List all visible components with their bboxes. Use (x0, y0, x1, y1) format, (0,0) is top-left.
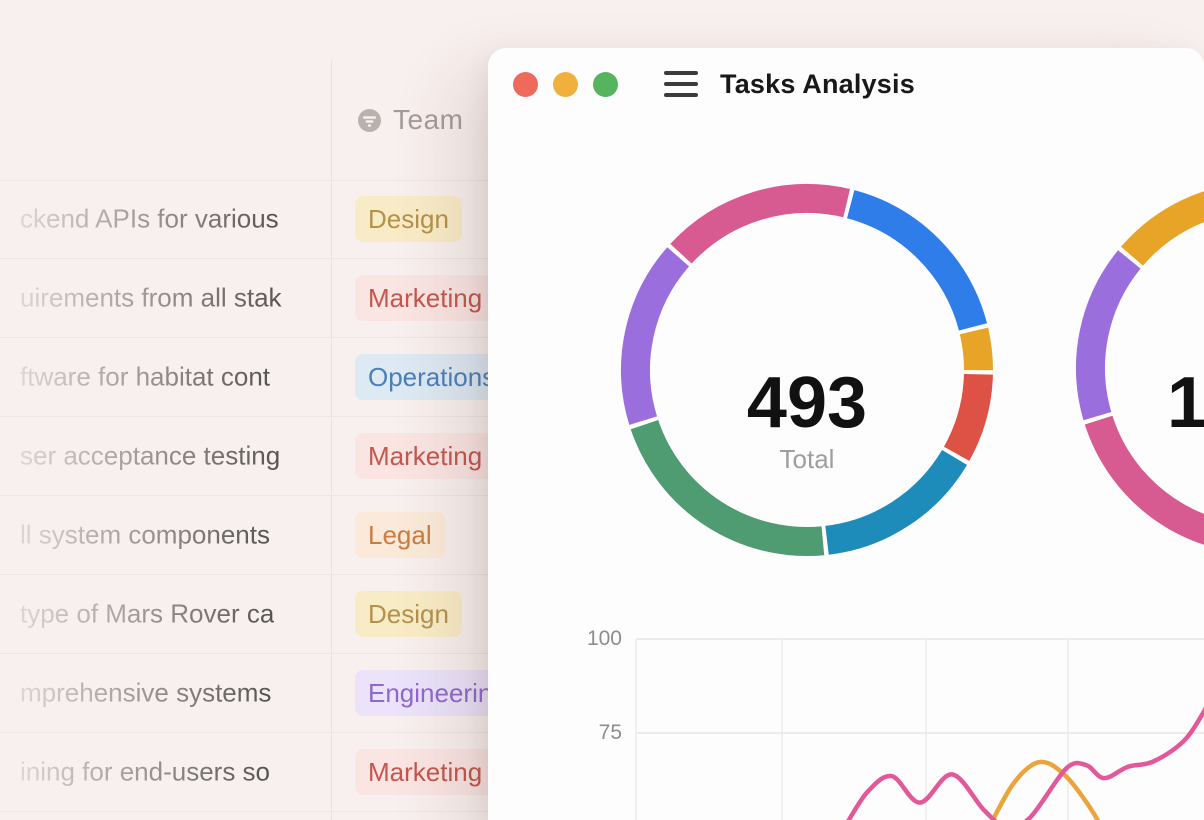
table-row[interactable]: ftware for habitat cont Operations (0, 338, 520, 417)
table-row[interactable]: uirements from all stak Marketing (0, 259, 520, 338)
task-title: uirements from all stak (20, 282, 282, 313)
task-title: type of Mars Rover ca (20, 598, 275, 629)
table-row[interactable]: mprehensive systems Engineering (0, 654, 520, 733)
y-axis-tick-75: 75 (598, 721, 622, 744)
charts-canvas (621, 184, 1204, 820)
team-badge[interactable]: Design (355, 196, 462, 242)
team-badge[interactable]: Marketing (355, 749, 496, 795)
table-header: Team (0, 60, 488, 180)
table-row[interactable]: ll system components Legal (0, 496, 520, 575)
task-title: ser acceptance testing (20, 440, 281, 471)
table-row[interactable]: ining for end-users so Marketing (0, 733, 520, 812)
tasks-analysis-window: Tasks Analysis 493 Total 1 100 75 (488, 48, 1204, 820)
minimize-button[interactable] (553, 71, 578, 97)
table-row[interactable]: ckend APIs for various Design (0, 180, 520, 259)
task-title: ining for end-users so (20, 756, 271, 787)
team-column-header[interactable]: Team (358, 104, 463, 136)
header-separator (0, 180, 520, 181)
zoom-button[interactable] (593, 71, 618, 97)
task-title: mprehensive systems (20, 677, 272, 708)
donut2-total-value: 1 (1166, 363, 1204, 443)
y-axis-tick-100: 100 (586, 627, 622, 650)
filter-icon (358, 108, 381, 132)
team-badge[interactable]: Marketing (355, 275, 496, 321)
task-title: ftware for habitat cont (20, 361, 271, 392)
team-column-label: Team (393, 104, 464, 135)
traffic-lights (513, 71, 618, 97)
task-title: ll system components (20, 519, 270, 550)
table-body: ckend APIs for various Design uirements fr… (0, 180, 520, 812)
close-button[interactable] (513, 71, 538, 97)
donut1-total-value: 493 (746, 363, 868, 443)
donut1-total-label: Total (779, 444, 835, 474)
team-badge[interactable]: Design (355, 591, 462, 637)
menu-icon[interactable] (664, 71, 698, 97)
team-badge[interactable]: Legal (355, 512, 445, 558)
column-divider (331, 60, 332, 820)
window-title: Tasks Analysis (720, 68, 915, 99)
team-badge[interactable]: Marketing (355, 433, 496, 479)
window-titlebar: Tasks Analysis (488, 48, 1204, 120)
team-badge[interactable]: Operations (355, 354, 509, 400)
task-title: ckend APIs for various (20, 203, 279, 234)
table-row[interactable]: type of Mars Rover ca Design (0, 575, 520, 654)
table-row[interactable]: ser acceptance testing Marketing (0, 417, 520, 496)
